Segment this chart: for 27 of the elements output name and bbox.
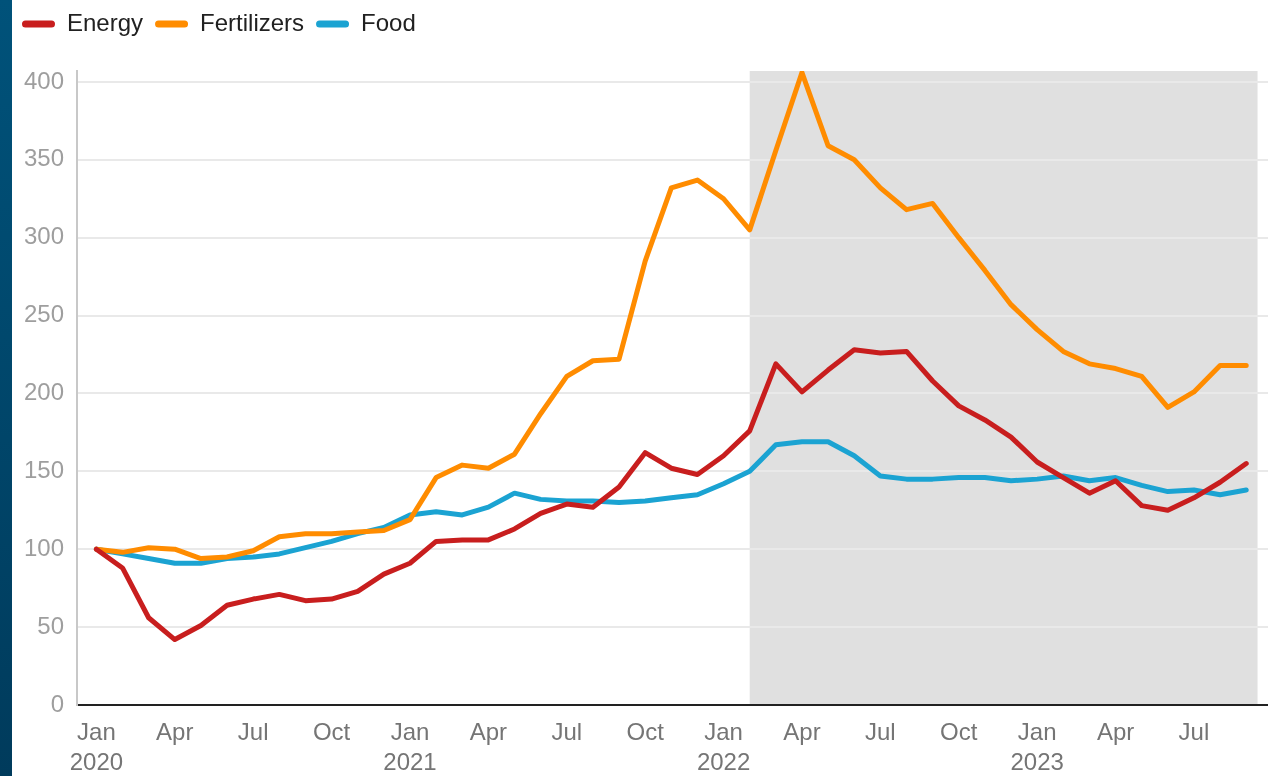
- x-tick-label: Jan 2023: [1010, 717, 1064, 775]
- x-tick-label: Apr: [156, 717, 194, 745]
- y-tick-label: 200: [23, 378, 64, 406]
- legend-label: Food: [361, 8, 416, 36]
- y-tick-label: 300: [23, 222, 64, 250]
- x-tick-label: Oct: [940, 717, 978, 745]
- x-tick-label: Apr: [1096, 717, 1135, 745]
- x-tick-label: Apr: [783, 717, 821, 745]
- y-tick-label: 350: [23, 144, 64, 172]
- y-tick-label: 50: [37, 611, 64, 639]
- x-tick-label: Jul: [1178, 717, 1210, 745]
- x-tick-label: Jan 2020: [69, 717, 124, 775]
- x-tick-label: Jul: [865, 717, 896, 745]
- x-tick-label: Apr: [469, 717, 508, 745]
- legend-label: Fertilizers: [200, 8, 305, 36]
- y-tick-label: 250: [23, 300, 64, 328]
- x-tick-label: Jul: [551, 717, 583, 745]
- x-tick-label: Oct: [626, 717, 665, 745]
- y-tick-label: 150: [23, 455, 64, 483]
- x-tick-label: Jul: [237, 717, 269, 745]
- y-tick-label: 100: [23, 533, 64, 561]
- legend-label: Energy: [67, 8, 144, 36]
- y-tick-label: 0: [50, 689, 64, 717]
- y-tick-label: 400: [23, 66, 64, 94]
- x-tick-label: Oct: [312, 717, 351, 745]
- x-tick-label: Jan 2022: [696, 717, 751, 775]
- x-tick-label: Jan 2021: [383, 717, 437, 775]
